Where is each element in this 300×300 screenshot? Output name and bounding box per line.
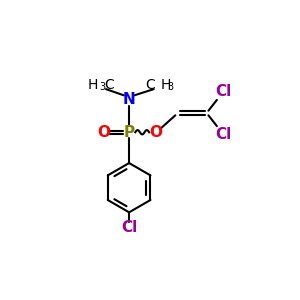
Text: H: H — [88, 77, 98, 92]
Text: H: H — [161, 77, 171, 92]
Text: Cl: Cl — [216, 127, 232, 142]
Text: O: O — [97, 125, 110, 140]
Text: 3: 3 — [99, 82, 105, 92]
Text: N: N — [123, 92, 136, 107]
Text: O: O — [149, 125, 162, 140]
Text: C: C — [146, 77, 155, 92]
Text: P: P — [124, 125, 135, 140]
Text: Cl: Cl — [121, 220, 137, 235]
Text: Cl: Cl — [216, 84, 232, 99]
Text: 3: 3 — [167, 82, 173, 92]
Text: C: C — [104, 77, 114, 92]
